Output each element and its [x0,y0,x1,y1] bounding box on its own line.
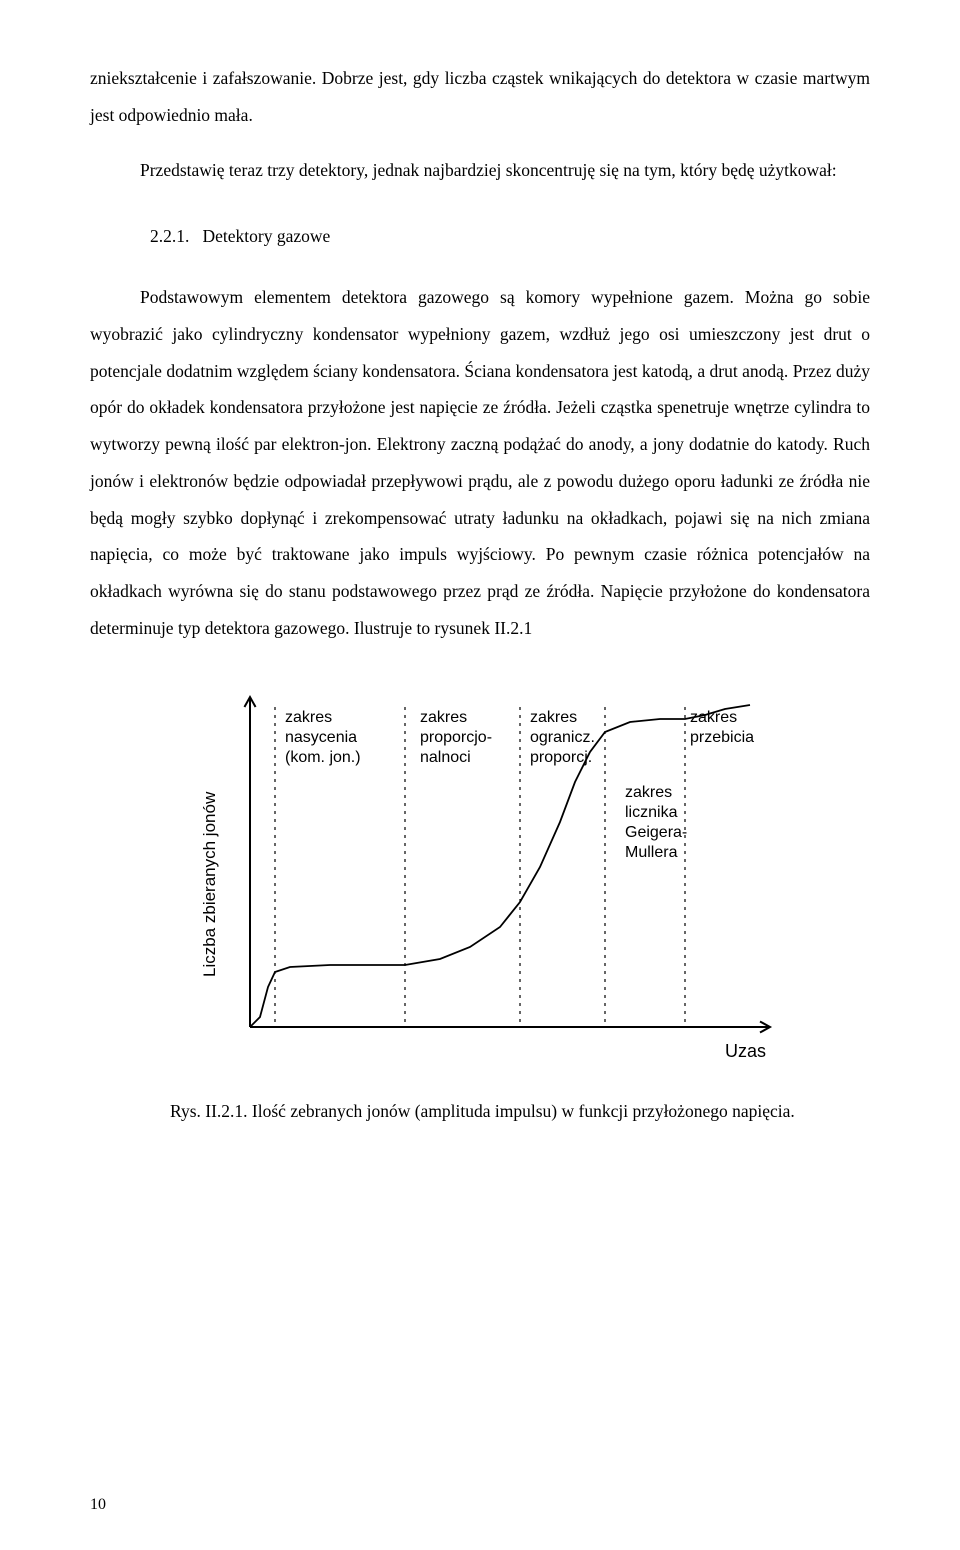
section-heading: 2.2.1. Detektory gazowe [90,218,870,255]
svg-text:nalnoci: nalnoci [420,749,471,766]
svg-text:Liczba zbieranych jonów: Liczba zbieranych jonów [200,791,219,977]
svg-text:Geigera-: Geigera- [625,824,687,841]
svg-text:Mullera: Mullera [625,844,678,861]
svg-text:Uzas: Uzas [725,1041,766,1061]
paragraph-continuation: zniekształcenie i zafałszowanie. Dobrze … [90,60,870,134]
svg-text:zakres: zakres [625,784,672,801]
paragraph-intro-detectors: Przedstawię teraz trzy detektory, jednak… [90,152,870,189]
svg-text:ogranicz.: ogranicz. [530,729,595,746]
figure-caption: Rys. II.2.1. Ilość zebranych jonów (ampl… [170,1097,870,1125]
svg-text:zakres: zakres [420,709,467,726]
svg-text:zakres: zakres [285,709,332,726]
svg-text:(kom. jon.): (kom. jon.) [285,749,361,766]
section-number: 2.2.1. [150,218,189,255]
section-title: Detektory gazowe [203,226,331,246]
figure-container: zakres nasycenia (kom. jon.) zakres proporcj… [90,667,870,1126]
svg-text:proporcj.: proporcj. [530,749,592,766]
svg-text:przebicia: przebicia [690,729,754,746]
paragraph-gas-detectors: Podstawowym elementem detektora gazowego… [90,279,870,647]
svg-text:zakres: zakres [690,709,737,726]
svg-text:licznika: licznika [625,804,678,821]
page-number: 10 [90,1488,106,1522]
svg-text:nasycenia: nasycenia [285,729,357,746]
svg-text:proporcjo-: proporcjo- [420,729,492,746]
svg-text:zakres: zakres [530,709,577,726]
ion-count-chart: zakres nasycenia (kom. jon.) zakres proporcj… [160,667,800,1077]
